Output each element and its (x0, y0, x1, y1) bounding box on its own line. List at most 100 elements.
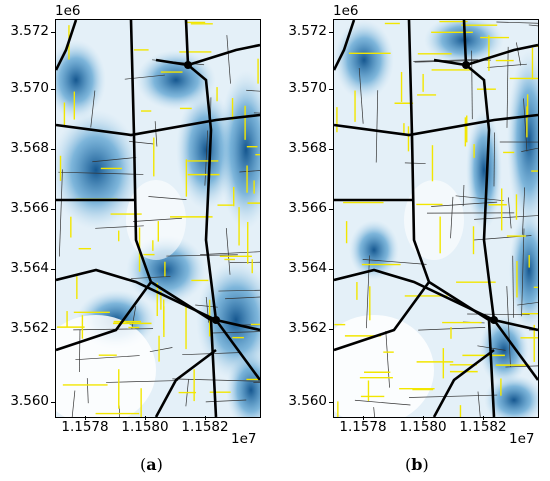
interchange-node (462, 61, 470, 69)
minor-road (92, 157, 137, 163)
minor-road (148, 196, 187, 200)
minor-road (521, 228, 525, 317)
heat-blob (484, 375, 538, 417)
major-road (334, 268, 538, 332)
minor-road (507, 197, 512, 229)
heat-blob (334, 20, 394, 100)
minor-road (521, 147, 538, 152)
major-road (56, 113, 260, 137)
minor-road (131, 305, 137, 330)
heatmap-road-network (334, 20, 538, 417)
y-tick-mark (51, 149, 55, 150)
minor-road (86, 378, 89, 404)
y-tick-mark (51, 402, 55, 403)
minor-road (226, 35, 231, 84)
y-tick-mark (329, 32, 333, 33)
y-tick-mark (51, 329, 55, 330)
heat-blob (509, 210, 538, 330)
panel-caption: (b) (405, 455, 429, 474)
heatmap-plot (55, 19, 261, 418)
minor-road (154, 121, 158, 147)
minor-road (477, 391, 481, 417)
x-offset-label: 1e7 (231, 431, 257, 447)
y-tick-label: 3.564 (10, 260, 49, 276)
major-road (407, 20, 496, 417)
major-road (334, 20, 356, 71)
y-tick-mark (329, 149, 333, 150)
minor-road (172, 378, 260, 382)
minor-road (133, 217, 182, 222)
minor-road (218, 289, 260, 292)
heat-blob (507, 50, 538, 230)
minor-road (225, 228, 231, 275)
x-tick-mark (423, 416, 424, 420)
y-offset-label: 1e6 (55, 3, 81, 19)
minor-road (516, 42, 522, 66)
interchange-node (490, 316, 498, 324)
minor-road (354, 399, 411, 406)
y-tick-label: 3.568 (10, 140, 49, 156)
major-road (334, 113, 538, 137)
minor-road (58, 171, 144, 175)
minor-road (505, 365, 538, 368)
minor-road (59, 169, 63, 257)
minor-road (90, 90, 96, 128)
major-road (129, 20, 218, 417)
major-road (492, 319, 538, 381)
y-tick-label: 3.560 (288, 393, 327, 409)
y-tick-mark (51, 269, 55, 270)
minor-road (462, 185, 465, 207)
minor-road (204, 130, 209, 186)
major-road (462, 20, 496, 321)
y-tick-label: 3.570 (288, 80, 327, 96)
x-offset-label: 1e7 (509, 431, 535, 447)
minor-road (373, 407, 375, 417)
minor-road (418, 326, 486, 331)
minor-road (523, 98, 528, 152)
y-offset-label: 1e6 (333, 3, 359, 19)
minor-road (450, 196, 454, 239)
heat-blob (218, 70, 260, 230)
y-tick-mark (51, 209, 55, 210)
minor-road (166, 254, 238, 257)
x-tick-mark (483, 416, 484, 420)
minor-road (496, 21, 538, 24)
minor-road (79, 329, 81, 372)
major-road (56, 281, 153, 352)
y-tick-label: 3.562 (10, 320, 49, 336)
y-tick-label: 3.570 (10, 80, 49, 96)
x-tick-mark (363, 416, 364, 420)
y-tick-label: 3.572 (288, 23, 327, 39)
major-road (433, 43, 538, 67)
minor-road (517, 302, 538, 306)
minor-road (75, 355, 140, 361)
minor-road (528, 24, 538, 27)
x-tick-mark (145, 416, 146, 420)
y-tick-mark (329, 209, 333, 210)
panel-caption: (a) (140, 455, 163, 474)
x-tick-label: 1.1578 (61, 419, 109, 435)
y-tick-label: 3.562 (288, 320, 327, 336)
minor-road (225, 296, 260, 300)
minor-road (71, 390, 76, 417)
x-tick-mark (205, 416, 206, 420)
minor-road (205, 399, 247, 403)
minor-road (246, 89, 260, 92)
minor-road (413, 59, 479, 62)
y-tick-mark (329, 269, 333, 270)
x-tick-mark (85, 416, 86, 420)
x-tick-label: 1.1578 (339, 419, 387, 435)
major-road (154, 348, 217, 417)
heat-blob (136, 50, 216, 110)
major-road (334, 281, 431, 352)
minor-road (212, 331, 260, 334)
minor-road (512, 255, 514, 318)
major-road (155, 43, 260, 67)
minor-road (118, 405, 120, 417)
minor-road (253, 112, 260, 114)
x-tick-label: 1.1580 (121, 419, 169, 435)
minor-road (149, 347, 173, 353)
major-road (214, 319, 260, 381)
x-tick-label: 1.1582 (181, 419, 229, 435)
interchange-node (212, 316, 220, 324)
